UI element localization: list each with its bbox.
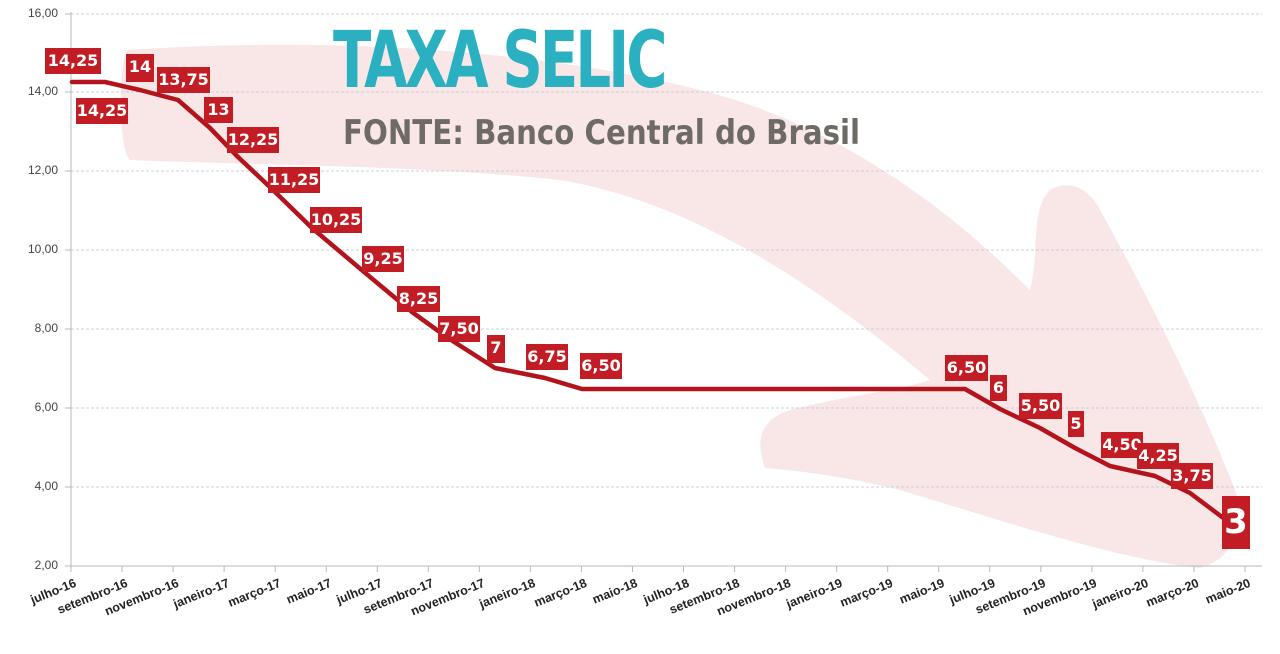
data-label: 13,75 [157,67,210,93]
data-label: 11,25 [268,167,320,193]
data-label: 5 [1068,411,1084,437]
gridlines [71,13,1262,488]
decorative-arrow-icon [120,44,1240,569]
data-label: 14,25 [45,48,101,74]
data-label: 8,25 [397,286,440,312]
data-label: 13 [204,97,233,123]
y-tick-label: 14,00 [27,84,58,98]
data-label: 14 [126,54,154,82]
chart-title: TAXA SELIC [333,16,668,106]
y-tick-label: 10,00 [27,242,58,256]
y-tick-label: 6,00 [34,400,58,414]
y-tick-label: 4,00 [34,479,58,493]
data-label: 6,50 [580,353,622,379]
selic-line [69,79,1229,523]
chart-subtitle: FONTE: Banco Central do Brasil [343,113,861,153]
y-tick-label: 12,00 [27,163,58,177]
y-tick-label: 2,00 [34,558,58,572]
data-label: 6,50 [945,355,988,381]
data-label: 14,25 [76,98,128,124]
data-label: 3,75 [1171,463,1213,489]
data-label-final: 3 [1222,496,1250,549]
data-label: 6,75 [526,344,568,370]
axes [65,12,1262,572]
data-label: 9,25 [362,246,404,272]
data-label: 10,25 [310,207,362,233]
y-tick-label: 8,00 [34,321,58,335]
y-tick-label: 16,00 [27,6,58,20]
data-label: 7 [487,335,505,363]
data-label: 4,50 [1101,432,1143,458]
data-label: 5,50 [1019,393,1062,419]
data-label: 12,25 [227,127,279,153]
data-label: 6 [990,375,1007,401]
data-label: 7,50 [438,316,480,342]
